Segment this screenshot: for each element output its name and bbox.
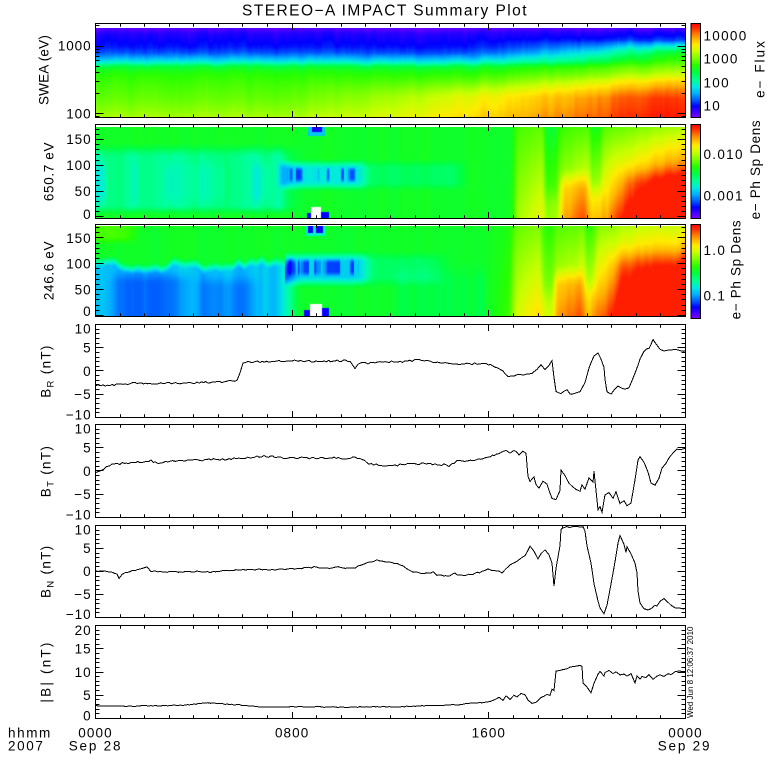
- svg-text:SWEA (eV): SWEA (eV): [37, 35, 52, 105]
- svg-text:1000: 1000: [58, 38, 92, 53]
- svg-text:150: 150: [66, 231, 91, 246]
- svg-text:|B| (nT): |B| (nT): [39, 640, 54, 702]
- svg-text:−10: −10: [66, 407, 92, 422]
- svg-text:5: 5: [83, 688, 91, 703]
- svg-text:1000: 1000: [704, 52, 739, 67]
- svg-text:e− Ph Sp Dens: e− Ph Sp Dens: [729, 220, 744, 320]
- svg-text:100: 100: [66, 106, 91, 121]
- svg-text:−5: −5: [74, 387, 91, 402]
- svg-text:0.001: 0.001: [704, 189, 744, 204]
- svg-text:−10: −10: [66, 607, 92, 622]
- svg-text:0: 0: [83, 464, 91, 479]
- svg-text:50: 50: [75, 282, 92, 297]
- svg-text:246.6 eV: 246.6 eV: [42, 241, 57, 300]
- svg-text:0000: 0000: [668, 726, 702, 741]
- svg-text:650.7 eV: 650.7 eV: [42, 142, 57, 201]
- svg-text:2007: 2007: [8, 739, 44, 754]
- svg-text:Sep 29: Sep 29: [658, 739, 712, 754]
- svg-text:BN (nT): BN (nT): [39, 545, 57, 598]
- svg-text:STEREO−A IMPACT Summary Plot: STEREO−A IMPACT Summary Plot: [242, 3, 528, 20]
- svg-text:−5: −5: [74, 587, 91, 602]
- svg-text:e− Ph Sp Dens: e− Ph Sp Dens: [748, 120, 763, 220]
- svg-text:0.1: 0.1: [704, 289, 727, 304]
- svg-text:10: 10: [75, 665, 92, 680]
- svg-text:15: 15: [75, 642, 92, 657]
- svg-text:0: 0: [83, 364, 91, 379]
- svg-text:0: 0: [83, 207, 91, 222]
- svg-text:0.010: 0.010: [704, 147, 744, 162]
- svg-text:0000: 0000: [78, 726, 112, 741]
- svg-text:150: 150: [66, 132, 91, 147]
- svg-text:0: 0: [83, 304, 91, 319]
- svg-text:1.0: 1.0: [704, 243, 727, 258]
- svg-text:20: 20: [75, 623, 92, 638]
- svg-text:100: 100: [66, 257, 91, 272]
- svg-text:0: 0: [83, 564, 91, 579]
- svg-text:10: 10: [75, 321, 92, 336]
- svg-text:0800: 0800: [275, 726, 309, 741]
- svg-text:10: 10: [704, 99, 722, 114]
- svg-text:BT (nT): BT (nT): [39, 445, 57, 497]
- svg-text:5: 5: [83, 441, 91, 456]
- svg-text:BR (nT): BR (nT): [39, 344, 57, 397]
- svg-text:50: 50: [75, 184, 92, 199]
- svg-text:−10: −10: [66, 507, 92, 522]
- svg-text:10: 10: [75, 522, 92, 537]
- svg-text:5: 5: [83, 541, 91, 556]
- svg-text:Sep 28: Sep 28: [69, 739, 123, 754]
- svg-text:10: 10: [75, 421, 92, 436]
- svg-text:100: 100: [704, 75, 730, 90]
- svg-text:1600: 1600: [472, 726, 506, 741]
- svg-text:10000: 10000: [704, 29, 748, 44]
- svg-text:Wed Jun 8 12:06:37 2010: Wed Jun 8 12:06:37 2010: [686, 626, 695, 718]
- svg-text:5: 5: [83, 341, 91, 356]
- svg-text:e− Flux: e− Flux: [753, 39, 768, 98]
- svg-text:0: 0: [83, 709, 91, 724]
- svg-text:100: 100: [66, 158, 91, 173]
- svg-text:hhmm: hhmm: [8, 726, 52, 741]
- svg-text:−5: −5: [74, 487, 91, 502]
